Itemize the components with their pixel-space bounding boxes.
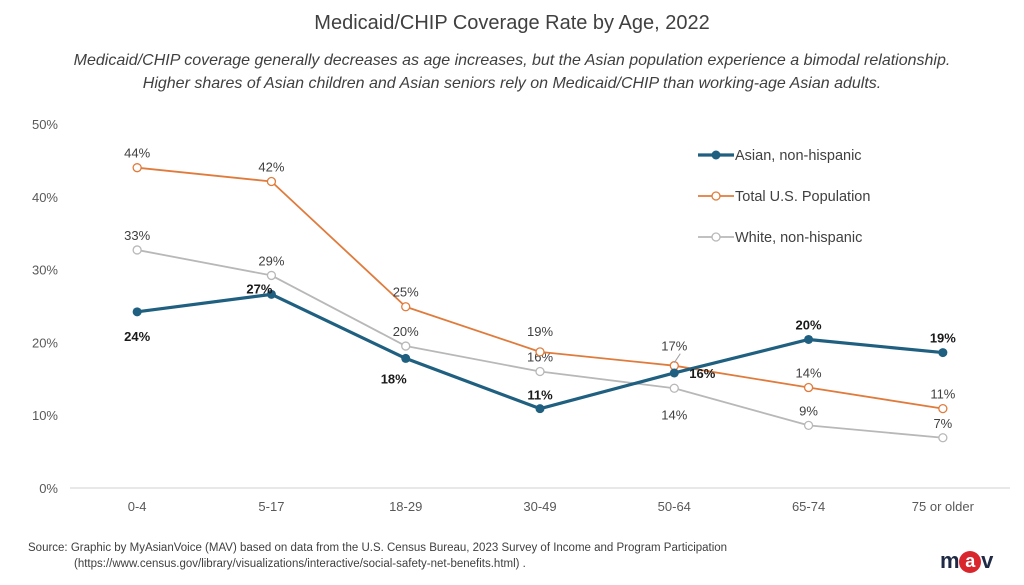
legend-marker-total-u-s-population	[711, 191, 721, 201]
data-point-total-u-s-population	[803, 382, 814, 393]
legend-label-white-non-hispanic: White, non-hispanic	[735, 230, 862, 246]
y-tick-label: 50%	[32, 117, 58, 132]
data-point-asian-non-hispanic	[938, 348, 948, 358]
data-point-asian-non-hispanic	[804, 334, 814, 344]
source-line1: Source: Graphic by MyAsianVoice (MAV) ba…	[28, 542, 728, 554]
y-tick-label: 20%	[32, 335, 58, 350]
data-point-asian-non-hispanic	[132, 307, 142, 317]
data-label-asian-non-hispanic: 19%	[930, 331, 956, 346]
chart-title: Medicaid/CHIP Coverage Rate by Age, 2022	[314, 12, 710, 34]
data-point-asian-non-hispanic	[669, 368, 679, 378]
logo-m: m	[940, 548, 960, 573]
data-label-asian-non-hispanic: 27%	[246, 281, 272, 296]
data-label-asian-non-hispanic: 16%	[689, 366, 715, 381]
data-point-white-non-hispanic	[132, 245, 142, 255]
data-point-asian-non-hispanic	[401, 353, 411, 363]
x-tick-label: 5-17	[258, 499, 284, 514]
data-point-total-u-s-population	[938, 403, 948, 414]
data-label-white-non-hispanic: 29%	[258, 253, 284, 268]
logo-v: v	[981, 548, 993, 573]
line-chart: 0% 10% 20% 30% 40% 50% 0-4 5-17 18-29 30-49 50-64 6…	[32, 117, 1010, 514]
x-tick-label: 65-74	[792, 499, 825, 514]
data-label-total-u-s-population: 44%	[124, 146, 150, 161]
data-label-total-u-s-population: 42%	[258, 160, 284, 175]
source-note: Source: Graphic by MyAsianVoice (MAV) ba…	[28, 540, 727, 572]
y-tick-label: 40%	[32, 190, 58, 205]
x-tick-label: 0-4	[128, 499, 147, 514]
data-point-white-non-hispanic	[938, 433, 948, 443]
data-point-white-non-hispanic	[266, 270, 277, 281]
data-point-asian-non-hispanic	[535, 404, 545, 414]
data-point-white-non-hispanic	[803, 420, 814, 431]
data-label-white-non-hispanic: 33%	[124, 228, 150, 243]
data-point-asian-non-hispanic	[266, 289, 276, 299]
data-label-total-u-s-population: 14%	[796, 366, 822, 381]
data-label-asian-non-hispanic: 20%	[796, 317, 822, 332]
y-tick-label: 10%	[32, 408, 58, 423]
data-label-white-non-hispanic: 9%	[799, 403, 818, 418]
data-label-asian-non-hispanic: 11%	[527, 388, 553, 403]
data-point-total-u-s-population	[132, 163, 142, 173]
data-label-total-u-s-population: 25%	[393, 285, 419, 300]
data-point-total-u-s-population	[401, 302, 411, 312]
x-tick-label: 18-29	[389, 499, 422, 514]
legend-marker-asian-non-hispanic	[711, 150, 721, 160]
data-point-total-u-s-population	[535, 347, 545, 357]
data-label-white-non-hispanic: 7%	[933, 416, 952, 431]
data-label-asian-non-hispanic: 24%	[124, 329, 150, 344]
data-point-white-non-hispanic	[401, 341, 411, 351]
data-label-asian-non-hispanic: 18%	[381, 371, 407, 386]
data-label-white-non-hispanic: 14%	[661, 407, 687, 422]
label-leader-line	[673, 353, 681, 363]
data-point-white-non-hispanic	[669, 383, 679, 393]
source-line2: (https://www.census.gov/library/visualiz…	[74, 558, 526, 570]
data-point-total-u-s-population	[266, 176, 277, 187]
data-label-white-non-hispanic: 20%	[393, 324, 419, 339]
y-tick-label: 30%	[32, 263, 58, 278]
x-tick-label: 30-49	[523, 499, 556, 514]
legend-label-asian-non-hispanic: Asian, non-hispanic	[735, 148, 862, 164]
y-tick-label: 0%	[39, 481, 58, 496]
chart-subtitle-line1: Medicaid/CHIP coverage generally decreas…	[73, 52, 951, 69]
legend-label-total-u-s-population: Total U.S. Population	[735, 189, 870, 205]
x-tick-label: 75 or older	[912, 499, 975, 514]
data-label-total-u-s-population: 17%	[661, 339, 687, 354]
data-label-total-u-s-population: 11%	[930, 387, 955, 402]
data-point-white-non-hispanic	[535, 366, 545, 377]
x-tick-label: 50-64	[658, 499, 691, 514]
chart-subtitle-line2: Higher shares of Asian children and Asia…	[142, 75, 882, 92]
logo-a: a	[959, 551, 982, 573]
data-label-total-u-s-population: 19%	[527, 324, 553, 339]
legend-marker-white-non-hispanic	[711, 232, 721, 242]
